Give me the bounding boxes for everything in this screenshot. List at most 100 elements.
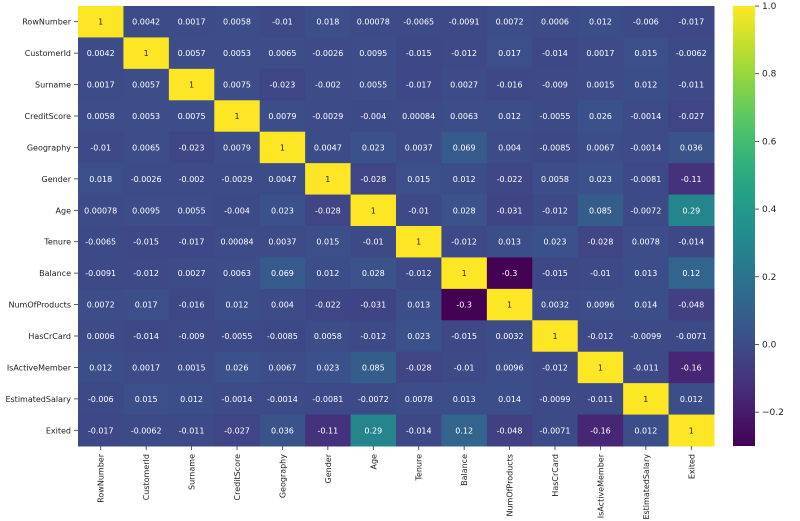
- heatmap-cell: [305, 383, 352, 416]
- heatmap-cell: [396, 194, 442, 227]
- heatmap-cell: [532, 383, 579, 416]
- cell-value-label: 0.0015: [178, 363, 206, 372]
- cell-value-label: 0.026: [589, 112, 612, 121]
- cell-value-label: -0.01: [408, 206, 429, 215]
- heatmap-cell: [623, 163, 670, 196]
- y-axis-labels: RowNumber CustomerId Surname CreditScore Geo…: [5, 18, 78, 435]
- cell-value-label: -0.015: [451, 332, 477, 341]
- cell-value-label: 0.014: [498, 395, 521, 404]
- cell-value-label: 0.023: [316, 363, 339, 372]
- cell-value-label: -0.028: [406, 363, 432, 372]
- x-tick-label: Balance: [460, 454, 469, 486]
- heatmap-cell: [532, 131, 579, 164]
- y-tick-label: Exited: [46, 426, 71, 435]
- heatmap-cell: [78, 226, 124, 258]
- cell-value-label: -0.014: [542, 49, 568, 58]
- colorbar-gradient: [733, 6, 755, 446]
- cell-value-label: 0.0078: [632, 238, 660, 247]
- heatmap-cell: [259, 257, 306, 290]
- heatmap-cell: [396, 414, 442, 447]
- cell-value-label: -0.0014: [630, 112, 661, 121]
- heatmap-cell: [214, 414, 261, 447]
- heatmap-cell: [259, 6, 306, 38]
- cell-value-label: -0.0065: [85, 238, 116, 247]
- heatmap-cell: [168, 288, 215, 321]
- cell-value-label: -0.0014: [630, 143, 661, 152]
- cell-value-label: 0.026: [226, 363, 249, 372]
- heatmap-cell: [532, 226, 579, 258]
- cell-value-label: 0.012: [589, 18, 612, 27]
- heatmap-cell: [214, 226, 261, 258]
- cell-value-label: 0.0017: [132, 363, 160, 372]
- cell-value-label: 0.012: [634, 426, 657, 435]
- heatmap-cell: [350, 383, 397, 416]
- cell-value-label: -0.017: [406, 81, 432, 90]
- heatmap-cell: [305, 100, 352, 133]
- heatmap-cell: [350, 414, 397, 447]
- cell-value-label: -0.0071: [540, 426, 571, 435]
- heatmap-cell: [668, 163, 715, 196]
- heatmap-cell: [123, 100, 170, 133]
- cell-value-label: 0.0078: [405, 395, 433, 404]
- heatmap-cell: [259, 163, 306, 196]
- heatmap-cell: [214, 320, 261, 353]
- heatmap-cells: 1 0.0042 0.0017 0.0058 -0.01 0.018 0.00078 -0.0…: [78, 6, 715, 447]
- heatmap-cell: [123, 351, 170, 384]
- cell-value-label: 1: [643, 395, 648, 404]
- heatmap-cell: [396, 37, 442, 70]
- heatmap-cell: [532, 194, 579, 227]
- heatmap-cell: [532, 68, 579, 101]
- heatmap-cell: [305, 163, 352, 196]
- heatmap-cell: [623, 68, 670, 101]
- heatmap-cell: [123, 163, 170, 196]
- cell-value-label: -0.01: [454, 363, 475, 372]
- heatmap-cell: [441, 37, 488, 70]
- heatmap-cell: [486, 320, 533, 353]
- cell-value-label: -0.0029: [222, 175, 253, 184]
- heatmap-cell: [350, 288, 397, 321]
- cell-value-label: -0.3: [502, 269, 518, 278]
- heatmap-cell: [532, 37, 579, 70]
- cell-value-label: -0.031: [497, 206, 523, 215]
- cell-value-label: 0.012: [498, 112, 521, 121]
- cell-value-label: 0.012: [89, 363, 112, 372]
- heatmap-cell: [214, 131, 261, 164]
- cell-value-label: 0.0058: [87, 112, 115, 121]
- cell-value-label: -0.0071: [676, 332, 707, 341]
- cell-value-label: -0.012: [133, 269, 159, 278]
- cell-value-label: 0.015: [135, 395, 158, 404]
- x-tick-label: Surname: [188, 454, 197, 490]
- heatmap-cell: [78, 131, 124, 164]
- x-tick-label: HasCrCard: [551, 454, 560, 497]
- heatmap-cell: [441, 100, 488, 133]
- heatmap-cell: [78, 320, 124, 353]
- colorbar: 1.0 0.8 0.6 0.4 0.2 0.0 −0.2: [733, 2, 784, 446]
- cell-value-label: -0.004: [360, 112, 386, 121]
- heatmap-cell: [123, 6, 170, 38]
- heatmap-cell: [259, 68, 306, 101]
- cell-value-label: 0.017: [498, 49, 521, 58]
- cell-value-label: -0.023: [179, 143, 205, 152]
- heatmap-cell: [486, 6, 533, 38]
- heatmap-cell: [486, 194, 533, 227]
- heatmap-cell: [532, 100, 579, 133]
- heatmap-cell: [123, 226, 170, 258]
- heatmap-cell: [532, 163, 579, 196]
- heatmap-cell: [259, 351, 306, 384]
- heatmap-cell: [486, 37, 533, 70]
- cell-value-label: -0.028: [315, 206, 341, 215]
- cell-value-label: 0.028: [453, 206, 476, 215]
- y-tick-label: RowNumber: [22, 18, 71, 27]
- cell-value-label: -0.031: [360, 301, 386, 310]
- y-tick-label: IsActiveMember: [7, 363, 72, 372]
- heatmap-cell: [259, 414, 306, 447]
- heatmap-cell: [532, 288, 579, 321]
- cell-value-label: -0.017: [179, 238, 205, 247]
- colorbar-tick-label: 0.2: [762, 273, 776, 283]
- heatmap-cell: [214, 288, 261, 321]
- heatmap-cell: [305, 351, 352, 384]
- cell-value-label: 0.085: [362, 363, 385, 372]
- heatmap-cell: [123, 257, 170, 290]
- heatmap-cell: [396, 6, 442, 38]
